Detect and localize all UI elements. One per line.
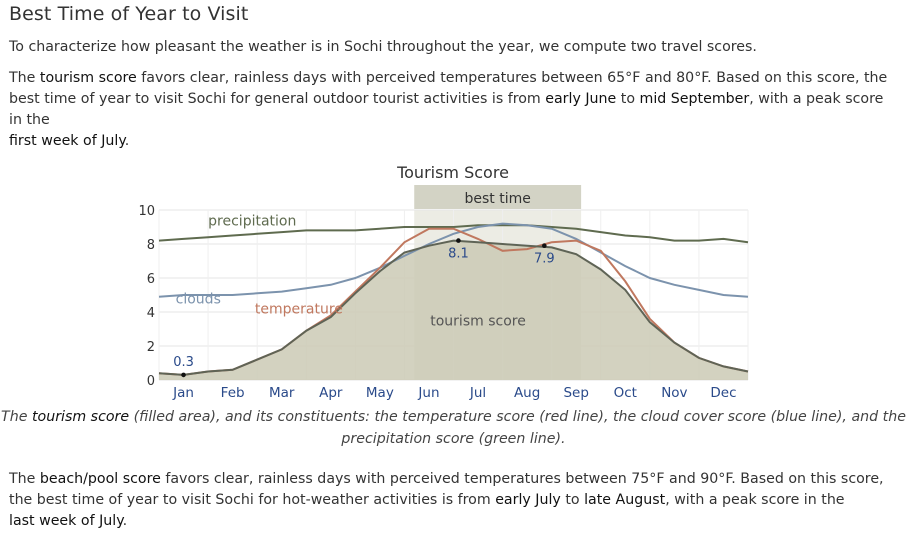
y-tick-label: 8 (147, 238, 155, 253)
beach-text-1: The (9, 471, 40, 487)
x-tick-label: Feb (221, 385, 245, 401)
x-tick-label: Oct (614, 385, 637, 401)
tourism-score-line (158, 239, 749, 376)
tourism-score-chart: Tourism Score best time 0 2 4 6 8 10 Jan Feb Mar Ap… (138, 163, 749, 401)
clouds-label: clouds (176, 292, 221, 308)
tourism-text-3: to (616, 91, 640, 107)
tourism-text-4: , with a peak score in the (9, 91, 884, 128)
x-tick-label: Apr (319, 385, 343, 401)
chart-caption: The tourism score (filled area), and its… (0, 407, 907, 450)
tourism-text-2: favors clear, rainless days with perceiv… (9, 70, 888, 107)
peak-marker (456, 238, 461, 243)
caption-text-1: The (1, 409, 32, 425)
peak-marker (542, 243, 547, 248)
beach-score-term: beach/pool score (39, 471, 161, 487)
data-label: 0.3 (173, 355, 194, 370)
peak-marker (181, 372, 186, 378)
x-tick-label: Aug (514, 385, 540, 401)
beach-text-3: to (560, 492, 585, 508)
x-tick-label: Jan (172, 385, 194, 401)
beach-text-2: favors clear, rainless days with perceiv… (9, 471, 884, 508)
temperature-label: temperature (255, 302, 343, 318)
intro-paragraph: To characterize how pleasant the weather… (9, 39, 757, 55)
y-tick-label: 10 (138, 204, 155, 219)
data-label: 8.1 (448, 247, 469, 262)
y-tick-label: 4 (147, 306, 155, 321)
best-time-label-band (414, 185, 582, 209)
y-tick-label: 6 (147, 272, 155, 287)
data-label: 7.9 (534, 252, 555, 267)
beach-best-start: early July (495, 492, 561, 508)
tourism-paragraph: The tourism score favors clear, rainless… (9, 68, 899, 152)
precipitation-line (158, 224, 749, 244)
tourism-score-term: tourism score (39, 70, 137, 86)
x-tick-label: Sep (563, 385, 588, 401)
x-tick-label: Jun (417, 385, 439, 401)
beach-paragraph: The beach/pool score favors clear, rainl… (9, 469, 899, 532)
best-time-label: best time (464, 191, 530, 207)
x-tick-label: Jul (469, 385, 486, 401)
tourism-best-end: mid September (639, 91, 750, 107)
x-tick-label: Mar (269, 385, 295, 401)
chart-title: Tourism Score (396, 163, 509, 182)
beach-text-4: , with a peak score in the (665, 492, 845, 508)
tourism-score-label: tourism score (430, 314, 526, 330)
x-tick-label: Nov (661, 385, 687, 401)
beach-text-5: . (122, 513, 128, 529)
beach-peak-week: last week of July (9, 513, 123, 529)
caption-tourism-term: tourism score (31, 409, 130, 425)
x-tick-label: Dec (710, 385, 736, 401)
tourism-score-area (159, 240, 748, 380)
precipitation-label: precipitation (208, 213, 296, 229)
y-tick-label: 2 (147, 340, 155, 355)
tourism-best-start: early June (545, 91, 617, 107)
tourism-peak-week: first week of July (9, 133, 125, 149)
tourism-text-1: The (9, 70, 40, 86)
tourism-text-5: . (124, 133, 130, 149)
clouds-line (158, 222, 749, 298)
caption-text-2: (filled area), and its constituents: the… (129, 409, 906, 447)
section-heading: Best Time of Year to Visit (9, 3, 249, 25)
x-tick-label: May (366, 385, 394, 401)
y-tick-label: 0 (147, 374, 155, 389)
beach-best-end: late August (584, 492, 666, 508)
